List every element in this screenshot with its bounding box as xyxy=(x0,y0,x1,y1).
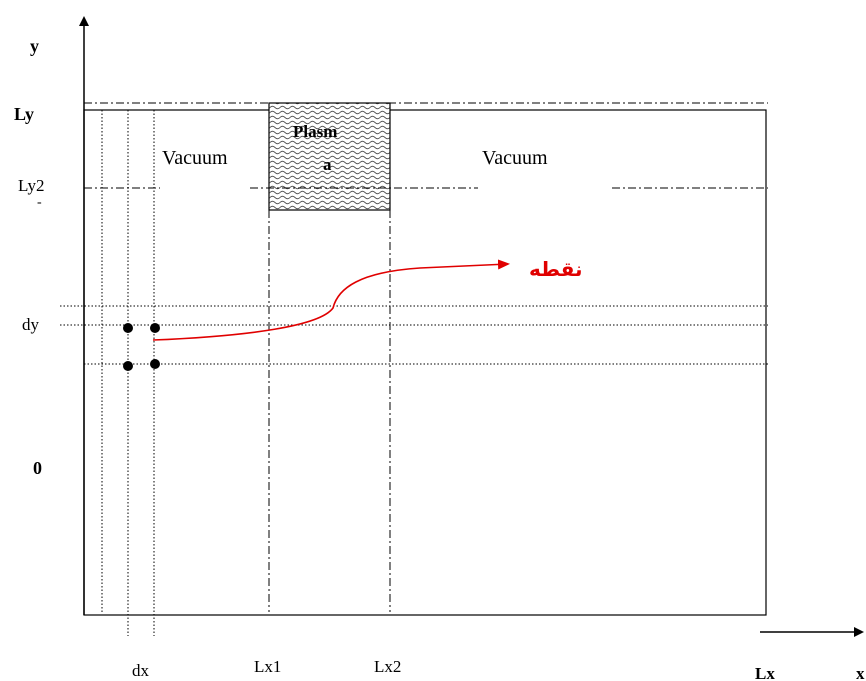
plasma-region xyxy=(268,102,391,211)
lx1-label: Lx1 xyxy=(254,657,281,676)
ly-label: Ly xyxy=(14,104,34,124)
grid-point xyxy=(150,323,160,333)
lx2-label: Lx2 xyxy=(374,657,401,676)
vacuum-left-label: Vacuum xyxy=(162,147,228,169)
grid-point xyxy=(123,361,133,371)
point-annotation-arrow xyxy=(152,259,510,341)
y-axis-label: y xyxy=(30,36,39,56)
dy-label: dy xyxy=(22,315,40,334)
domain-boundary xyxy=(83,109,767,616)
x-axis-label: x xyxy=(856,664,865,681)
ly2-mark: - xyxy=(37,195,42,210)
plasma-label-line2: a xyxy=(323,155,332,174)
zero-label: 0 xyxy=(33,458,42,478)
plasma-label-line1: Plasm xyxy=(293,122,337,141)
grid-point xyxy=(123,323,133,333)
dx-label: dx xyxy=(132,661,150,680)
grid-point xyxy=(150,359,160,369)
ly2-label: Ly2 xyxy=(18,176,44,195)
vacuum-right-label: Vacuum xyxy=(482,147,548,169)
point-label: نقطه xyxy=(529,257,583,281)
lx-label: Lx xyxy=(755,664,775,681)
